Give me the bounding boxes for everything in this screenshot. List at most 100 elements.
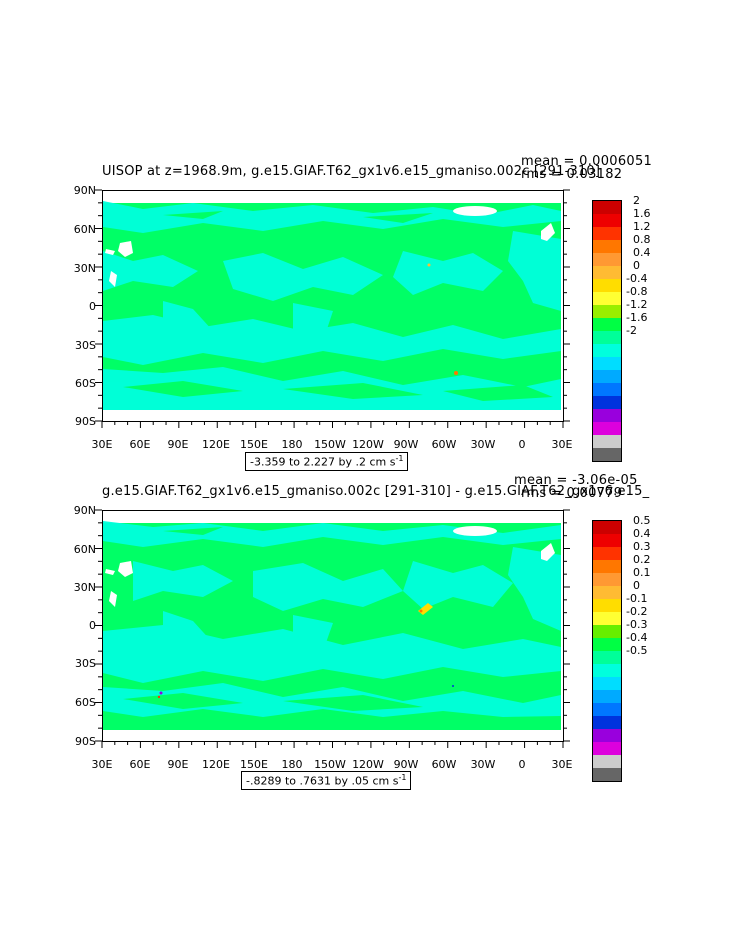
colorbar-swatch xyxy=(593,409,621,422)
panel-2-range-text: -.8289 to .7631 by .05 cm s xyxy=(246,774,399,788)
panel-2-xlabel: 120W xyxy=(352,758,384,771)
panel-1-xlabel: 120W xyxy=(352,438,384,451)
panel-1-colorbar xyxy=(592,200,622,462)
panel-1-map xyxy=(102,190,564,422)
colorbar-swatch xyxy=(593,227,621,240)
panel-1-rms: rms = 0.03182 xyxy=(521,167,623,182)
colorbar-swatch xyxy=(593,396,621,409)
colorbar-label: 0.8 xyxy=(633,233,651,246)
panel-2-ylabel-30n: 30N xyxy=(73,581,96,594)
colorbar-label: -0.5 xyxy=(626,644,648,657)
colorbar-swatch xyxy=(593,716,621,729)
colorbar-label: 0.1 xyxy=(633,566,651,579)
colorbar-swatch xyxy=(593,677,621,690)
panel-1-xlabel: 60W xyxy=(431,438,457,451)
panel-1-range-text: -3.359 to 2.227 by .2 cm s xyxy=(250,455,396,469)
colorbar-label: -0.3 xyxy=(626,618,648,631)
panel-2-map xyxy=(102,510,564,742)
panel-2-title: g.e15.GIAF.T62_gx1v6.e15_gmaniso.002c [2… xyxy=(102,484,650,499)
colorbar-label: -1.6 xyxy=(626,311,648,324)
panel-2-colorbar xyxy=(592,520,622,782)
panel-1-ylabel-90s: 90S xyxy=(75,415,96,428)
colorbar-swatch xyxy=(593,214,621,227)
panel-1-xlabel: 150E xyxy=(240,438,268,451)
colorbar-label: 0.4 xyxy=(633,246,651,259)
colorbar-swatch xyxy=(593,448,621,461)
colorbar-swatch xyxy=(593,586,621,599)
colorbar-swatch xyxy=(593,331,621,344)
panel-2-contour-range: -.8289 to .7631 by .05 cm s-1 xyxy=(241,771,412,790)
panel-2-xlabel: 60E xyxy=(129,758,151,771)
colorbar-label: -0.1 xyxy=(626,592,648,605)
colorbar-swatch xyxy=(593,547,621,560)
panel-1-ylabel-0: 0 xyxy=(89,300,96,313)
colorbar-swatch xyxy=(593,664,621,677)
panel-1-field-pattern xyxy=(103,191,563,421)
colorbar-swatch xyxy=(593,560,621,573)
panel-2-ylabel-0: 0 xyxy=(89,619,96,632)
panel-1-xlabel: 30W xyxy=(470,438,496,451)
panel-2-xlabel: 90W xyxy=(393,758,419,771)
colorbar-label: 1.6 xyxy=(633,207,651,220)
panel-1-xlabel: 30E xyxy=(91,438,113,451)
panel-1-mean: mean = 0.0006051 xyxy=(521,154,653,169)
panel-1-ylabel-30n: 30N xyxy=(73,262,96,275)
colorbar-swatch xyxy=(593,240,621,253)
panel-2-xlabel: 120E xyxy=(202,758,230,771)
colorbar-swatch xyxy=(593,292,621,305)
colorbar-label: -0.2 xyxy=(626,605,648,618)
panel-1-xlabel: 60E xyxy=(129,438,151,451)
colorbar-swatch xyxy=(593,253,621,266)
colorbar-swatch xyxy=(593,344,621,357)
colorbar-swatch xyxy=(593,599,621,612)
panel-2-range-sup: -1 xyxy=(398,773,407,782)
colorbar-swatch xyxy=(593,612,621,625)
colorbar-label: -2 xyxy=(626,324,637,337)
colorbar-swatch xyxy=(593,755,621,768)
colorbar-swatch xyxy=(593,318,621,331)
panel-1-xlabel: 150W xyxy=(314,438,346,451)
panel-2-xlabel: 150W xyxy=(314,758,346,771)
panel-1-xlabel: 0 xyxy=(518,438,526,451)
colorbar-label: 2 xyxy=(633,194,640,207)
colorbar-label: 0 xyxy=(633,259,640,272)
colorbar-swatch xyxy=(593,768,621,781)
panel-2-ylabel-90s: 90S xyxy=(75,735,96,748)
colorbar-swatch xyxy=(593,521,621,534)
panel-2-ylabel-30s: 30S xyxy=(75,657,96,670)
panel-2-xlabel: 30W xyxy=(470,758,496,771)
panel-2-xlabel: 60W xyxy=(431,758,457,771)
panel-2-xlabel: 90E xyxy=(167,758,189,771)
panel-1-xlabel: 90W xyxy=(393,438,419,451)
panel-2-xlabel: 0 xyxy=(518,758,526,771)
colorbar-swatch xyxy=(593,651,621,664)
colorbar-swatch xyxy=(593,573,621,586)
panel-1-ylabel-60n: 60N xyxy=(73,223,96,236)
colorbar-swatch xyxy=(593,305,621,318)
colorbar-label: -0.4 xyxy=(626,631,648,644)
panel-1-xlabel: 90E xyxy=(167,438,189,451)
panel-1-ylabel-90n: 90N xyxy=(73,184,96,197)
panel-1-xlabel: 180 xyxy=(281,438,303,451)
panel-1-xlabel: 120E xyxy=(202,438,230,451)
panel-1-xlabel: 30E xyxy=(551,438,573,451)
panel-1-contour-range: -3.359 to 2.227 by .2 cm s-1 xyxy=(245,452,409,471)
colorbar-swatch xyxy=(593,370,621,383)
panel-2-xlabel: 30E xyxy=(91,758,113,771)
colorbar-swatch xyxy=(593,422,621,435)
panel-2-ylabel-60n: 60N xyxy=(73,543,96,556)
panel-2-rms: rms = 0.00779 xyxy=(521,486,623,501)
panel-2-mean: mean = -3.06e-05 xyxy=(514,473,638,488)
panel-2-xlabel: 180 xyxy=(281,758,303,771)
panel-1-title: UISOP at z=1968.9m, g.e15.GIAF.T62_gx1v6… xyxy=(102,164,601,179)
colorbar-swatch xyxy=(593,201,621,214)
colorbar-swatch xyxy=(593,703,621,716)
colorbar-label: 0.2 xyxy=(633,553,651,566)
colorbar-label: -0.8 xyxy=(626,285,648,298)
panel-1-ylabel-30s: 30S xyxy=(75,339,96,352)
colorbar-label: -1.2 xyxy=(626,298,648,311)
colorbar-label: 0.5 xyxy=(633,514,651,527)
colorbar-label: 1.2 xyxy=(633,220,651,233)
panel-2-xlabel: 30E xyxy=(551,758,573,771)
